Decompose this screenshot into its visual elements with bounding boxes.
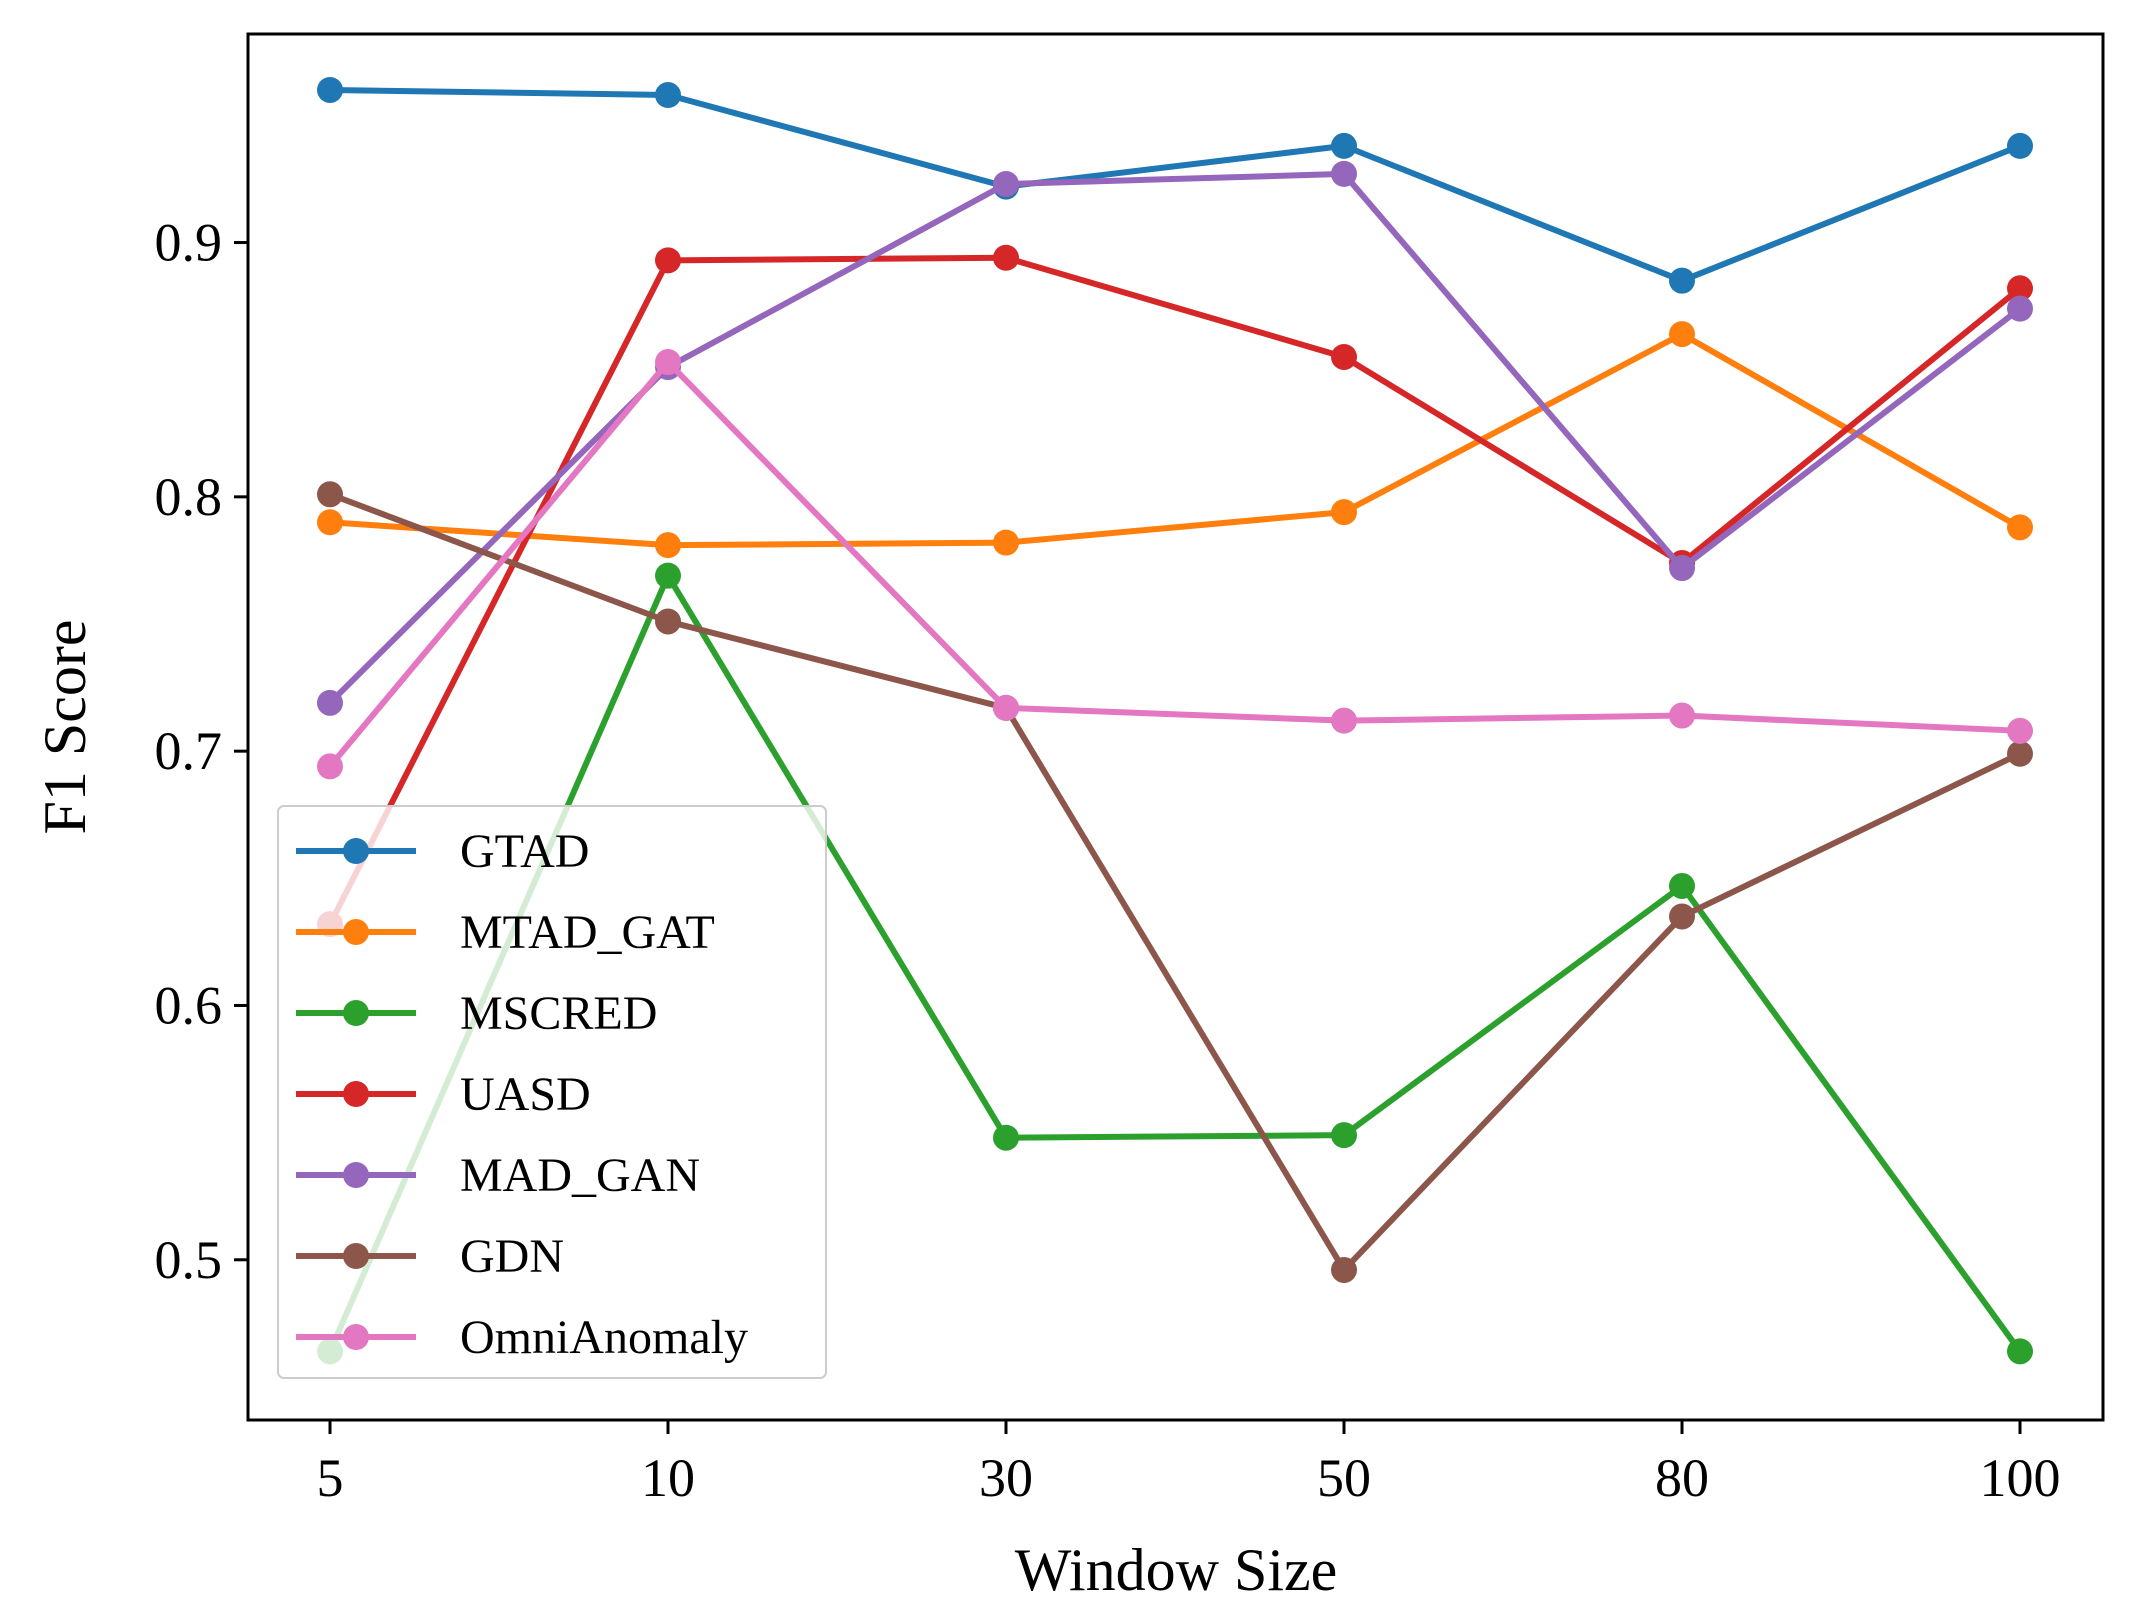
series-line [327, 359, 2021, 769]
data-point [1669, 267, 1695, 294]
data-point [655, 608, 681, 635]
data-point [317, 76, 343, 103]
data-point [1331, 1256, 1357, 1283]
x-axis: 5 10 30 50 80 100 [317, 1420, 2061, 1508]
legend-marker [343, 1243, 369, 1269]
y-tick-label: 0.7 [155, 721, 223, 781]
data-point [1669, 872, 1695, 899]
legend-label: OmniAnomaly [460, 1311, 748, 1364]
data-point [1331, 160, 1357, 187]
data-point [2007, 1338, 2033, 1365]
data-point [2007, 275, 2033, 302]
series-layer [317, 76, 2033, 1365]
legend: GTAD MTAD_GAT MSCRED UASD MAD_GAN GDN OmniAnom… [277, 805, 827, 1379]
legend-label: MTAD_GAT [460, 906, 715, 959]
legend-marker [343, 1000, 369, 1026]
data-point [2007, 514, 2033, 541]
data-point [317, 753, 343, 780]
legend-label: MAD_GAN [460, 1149, 700, 1202]
series-omnianomaly [317, 349, 2033, 780]
data-point [655, 532, 681, 559]
data-point [655, 562, 681, 589]
y-tick-label: 0.8 [155, 467, 223, 527]
data-point [2007, 740, 2033, 767]
series-gtad [317, 76, 2033, 294]
data-point [655, 247, 681, 274]
legend-entry: MAD_GAN [296, 1149, 700, 1202]
data-point [1331, 1122, 1357, 1149]
data-point [1669, 702, 1695, 729]
y-axis-label: F1 Score [32, 620, 98, 835]
y-axis: 0.5 0.6 0.7 0.8 0.9 [155, 213, 248, 1290]
data-point [2007, 132, 2033, 159]
data-point [1669, 555, 1695, 582]
data-point [1331, 707, 1357, 734]
legend-entry: UASD [296, 1068, 591, 1121]
series-line [329, 86, 2022, 284]
series-line [328, 491, 2022, 1273]
legend-label: GTAD [460, 825, 589, 878]
x-tick-label: 5 [317, 1448, 344, 1508]
x-tick-label: 30 [979, 1448, 1033, 1508]
data-point [993, 694, 1019, 721]
series-line [327, 254, 2022, 926]
x-tick-label: 10 [641, 1448, 695, 1508]
plot-frame [246, 32, 2105, 1422]
data-point [1669, 903, 1695, 930]
legend-label: GDN [460, 1230, 564, 1283]
data-point [655, 82, 681, 109]
x-tick-label: 50 [1317, 1448, 1371, 1508]
legend-entry: GTAD [296, 825, 589, 878]
series-line [327, 170, 2022, 705]
legend-entry: MTAD_GAT [296, 906, 715, 959]
y-tick-label: 0.5 [155, 1230, 223, 1290]
legend-marker [343, 838, 369, 864]
series-gdn [317, 481, 2033, 1283]
series-line [327, 572, 2023, 1354]
data-point [317, 689, 343, 716]
data-point [655, 349, 681, 376]
x-tick-label: 80 [1655, 1448, 1709, 1508]
data-point [317, 509, 343, 536]
legend-box [277, 805, 827, 1379]
legend-label: MSCRED [460, 987, 657, 1040]
legend-marker [343, 1081, 369, 1107]
legend-entry: GDN [296, 1230, 564, 1283]
data-point [1331, 343, 1357, 370]
legend-marker [343, 1324, 369, 1350]
data-point [2007, 295, 2033, 322]
x-tick-label: 100 [1980, 1448, 2061, 1508]
legend-marker [343, 919, 369, 945]
x-axis-label: Window Size [1015, 1537, 1338, 1603]
data-point [993, 529, 1019, 556]
data-point [1669, 321, 1695, 348]
data-point [993, 244, 1019, 271]
legend-entry: OmniAnomaly [296, 1311, 748, 1364]
data-point [1331, 499, 1357, 526]
legend-label: UASD [460, 1068, 591, 1121]
y-tick-label: 0.6 [155, 975, 223, 1035]
data-point [993, 1124, 1019, 1151]
y-tick-label: 0.9 [155, 213, 223, 273]
data-point [2007, 717, 2033, 744]
data-point [317, 481, 343, 508]
series-line [329, 331, 2022, 549]
data-point [1331, 132, 1357, 159]
data-point [993, 171, 1019, 198]
legend-entry: MSCRED [296, 987, 657, 1040]
series-mtad-gat [317, 321, 2033, 559]
legend-marker [343, 1162, 369, 1188]
